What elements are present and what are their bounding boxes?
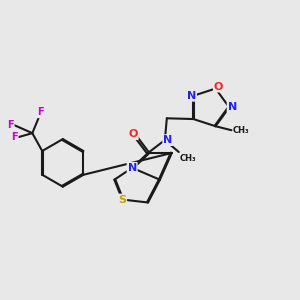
Text: CH₃: CH₃ (180, 154, 196, 163)
Text: O: O (214, 82, 223, 92)
Text: N: N (228, 102, 237, 112)
Text: F: F (37, 107, 44, 117)
Text: F: F (11, 132, 18, 142)
Text: N: N (128, 163, 137, 173)
Text: N: N (187, 91, 196, 101)
Text: CH₃: CH₃ (232, 126, 249, 135)
Text: S: S (118, 194, 126, 205)
Text: N: N (163, 135, 172, 145)
Text: O: O (128, 129, 138, 139)
Text: F: F (7, 120, 14, 130)
